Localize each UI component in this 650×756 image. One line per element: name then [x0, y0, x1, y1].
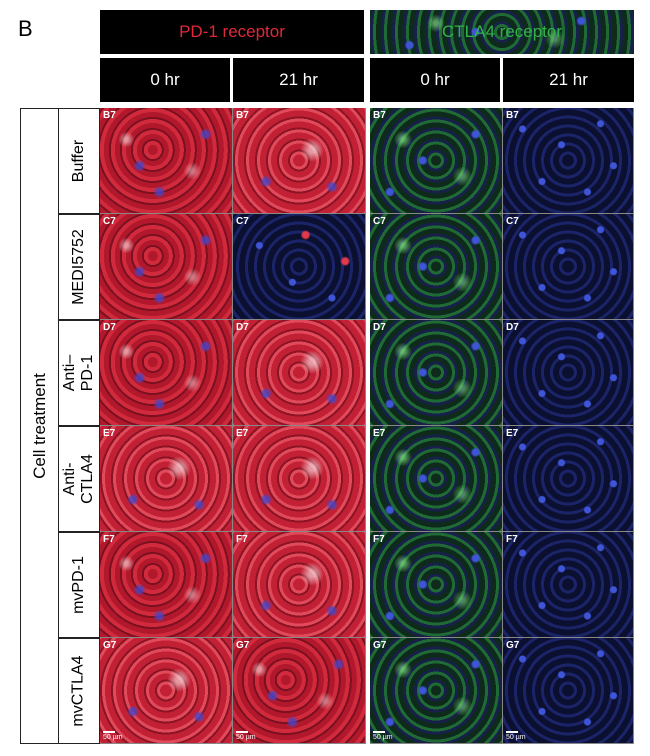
well-code: F7 [236, 534, 248, 545]
time-header-pd1-21hr: 21 hr [233, 58, 364, 102]
well-code: C7 [373, 216, 386, 227]
micrograph-pd1-0hr-mvpd1: F7 [100, 532, 233, 638]
well-code: E7 [373, 428, 386, 439]
micrograph-pd1-0hr-anti-pd1: D7 [100, 320, 233, 426]
micrograph-ctla4-21hr-anti-pd1: D7 [503, 320, 634, 426]
row-label-anti-pd1: Anti– PD-1 [58, 320, 100, 426]
row-label-text: Anti– PD-1 [61, 354, 96, 392]
well-code: C7 [506, 216, 519, 227]
row-label-text: MEDI5752 [70, 229, 87, 305]
row-label-text: Buffer [70, 139, 87, 183]
time-header-ctla4-21hr: 21 hr [503, 58, 634, 102]
row-axis-title-text: Cell treatment [30, 373, 50, 479]
micrograph-pd1-21hr-anti-ctla4: E7 [233, 426, 366, 532]
scale-bar [506, 731, 518, 733]
well-code: F7 [103, 534, 115, 545]
well-code: E7 [103, 428, 116, 439]
well-code: G7 [506, 640, 520, 651]
well-code: G7 [103, 640, 117, 651]
well-code: B7 [373, 110, 386, 121]
well-code: D7 [236, 322, 249, 333]
scale-bar [103, 731, 115, 733]
row-label-text: mvPD-1 [70, 556, 87, 614]
row-axis-title: Cell treatment [20, 108, 60, 744]
well-code: B7 [236, 110, 249, 121]
micrograph-ctla4-0hr-anti-pd1: D7 [370, 320, 503, 426]
micrograph-pd1-21hr-anti-pd1: D7 [233, 320, 366, 426]
micrograph-pd1-21hr-mvctla4: G7 50 µm [233, 638, 366, 744]
well-code: B7 [103, 110, 116, 121]
scale-bar-label: 50 µm [506, 734, 526, 741]
well-code: G7 [373, 640, 387, 651]
scale-bar-label: 50 µm [236, 734, 256, 741]
well-code: C7 [236, 216, 249, 227]
micrograph-ctla4-0hr-buffer: B7 [370, 108, 503, 214]
row-label-text: mvCTLA4 [70, 655, 87, 727]
micrograph-ctla4-21hr-buffer: B7 [503, 108, 634, 214]
micrograph-pd1-21hr-medi5752: C7 [233, 214, 366, 320]
micrograph-ctla4-21hr-mvpd1: F7 [503, 532, 634, 638]
row-axis-frame [20, 108, 60, 744]
micrograph-pd1-0hr-mvctla4: G7 50 µm [100, 638, 233, 744]
row-label-buffer: Buffer [58, 108, 100, 214]
micrograph-pd1-0hr-anti-ctla4: E7 [100, 426, 233, 532]
well-code: D7 [506, 322, 519, 333]
well-code: D7 [373, 322, 386, 333]
micrograph-ctla4-21hr-medi5752: C7 [503, 214, 634, 320]
panel-letter: B [18, 16, 33, 41]
well-code: B7 [506, 110, 519, 121]
well-code: D7 [103, 322, 116, 333]
scale-bar [236, 731, 248, 733]
well-code: F7 [506, 534, 518, 545]
row-label-medi5752: MEDI5752 [58, 214, 100, 320]
micrograph-ctla4-0hr-anti-ctla4: E7 [370, 426, 503, 532]
time-header-pd1-0hr: 0 hr [100, 58, 230, 102]
scale-bar-label: 50 µm [103, 734, 123, 741]
time-header-ctla4-0hr: 0 hr [370, 58, 500, 102]
well-code: E7 [506, 428, 519, 439]
ctla4-receptor-header: CTLA4 receptor [370, 10, 634, 54]
micrograph-ctla4-0hr-mvpd1: F7 [370, 532, 503, 638]
row-label-anti-ctla4: Anti- CTLA4 [58, 426, 100, 532]
well-code: G7 [236, 640, 250, 651]
micrograph-pd1-21hr-mvpd1: F7 [233, 532, 366, 638]
row-label-text: Anti- CTLA4 [61, 454, 97, 504]
pd1-receptor-header: PD-1 receptor [100, 10, 364, 54]
micrograph-ctla4-21hr-mvctla4: G7 50 µm [503, 638, 634, 744]
well-code: C7 [103, 216, 116, 227]
well-code: F7 [373, 534, 385, 545]
row-label-mvpd1: mvPD-1 [58, 532, 100, 638]
micrograph-pd1-21hr-buffer: B7 [233, 108, 366, 214]
row-label-mvctla4: mvCTLA4 [58, 638, 100, 744]
scale-bar-label: 50 µm [373, 734, 393, 741]
micrograph-pd1-0hr-buffer: B7 [100, 108, 233, 214]
micrograph-pd1-0hr-medi5752: C7 [100, 214, 233, 320]
micrograph-ctla4-0hr-mvctla4: G7 50 µm [370, 638, 503, 744]
micrograph-ctla4-21hr-anti-ctla4: E7 [503, 426, 634, 532]
micrograph-ctla4-0hr-medi5752: C7 [370, 214, 503, 320]
scale-bar [373, 731, 385, 733]
well-code: E7 [236, 428, 249, 439]
